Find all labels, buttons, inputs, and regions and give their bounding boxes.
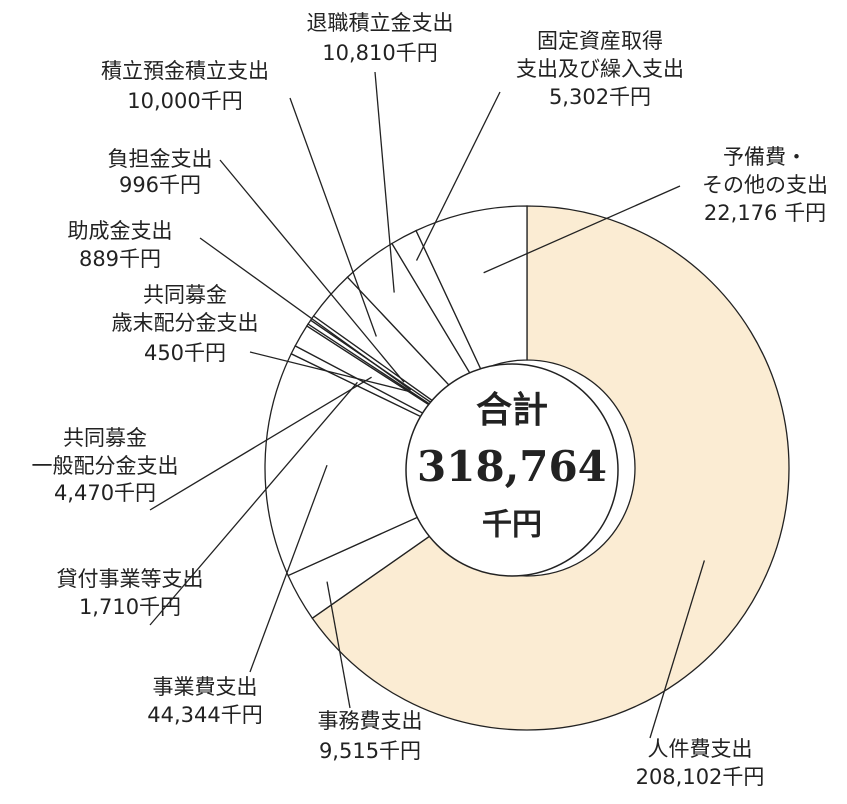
total-value: 318,764: [417, 442, 607, 491]
leader-line: [374, 71, 395, 293]
category-label: 共同募金一般配分金支出: [32, 426, 179, 478]
category-label: 共同募金歳末配分金支出: [112, 283, 259, 335]
segment: [311, 205, 790, 731]
leader-line: [483, 185, 681, 274]
leader-line: [249, 351, 410, 393]
value-label: 9,515千円: [319, 739, 421, 763]
center-circle: [405, 363, 619, 577]
value-label: 44,344千円: [147, 703, 262, 727]
value-label: 208,102千円: [636, 765, 765, 789]
category-label: 積立預金積立支出: [101, 59, 269, 83]
leader-line: [326, 581, 351, 709]
value-label: 22,176 千円: [704, 201, 826, 225]
total-unit: 千円: [482, 508, 542, 543]
value-label: 5,302千円: [549, 85, 651, 109]
value-label: 450千円: [144, 341, 226, 365]
category-label: 事務費支出: [318, 709, 423, 733]
leader-line: [149, 381, 358, 626]
category-label: 助成金支出: [68, 219, 173, 243]
leader-line: [649, 560, 706, 739]
leader-line: [149, 376, 372, 511]
leader-line: [249, 464, 328, 673]
value-label: 996千円: [119, 173, 201, 197]
value-label: 10,000千円: [127, 89, 242, 113]
category-label: 貸付事業等支出: [57, 567, 204, 591]
category-label: 退職積立金支出: [307, 11, 454, 35]
total-label: 合計: [476, 390, 548, 431]
value-label: 889千円: [79, 247, 161, 271]
leader-line: [199, 237, 412, 391]
leader-line: [415, 91, 501, 261]
category-label: 予備費・その他の支出: [702, 145, 828, 197]
category-label: 負担金支出: [108, 147, 213, 171]
leader-line: [289, 97, 377, 337]
value-label: 4,470千円: [54, 481, 156, 505]
category-label: 固定資産取得支出及び繰入支出: [516, 29, 684, 81]
value-label: 1,710千円: [79, 595, 181, 619]
category-label: 人件費支出: [648, 737, 753, 761]
category-label: 事業費支出: [153, 675, 258, 699]
value-label: 10,810千円: [322, 41, 437, 65]
leader-line: [219, 159, 405, 383]
